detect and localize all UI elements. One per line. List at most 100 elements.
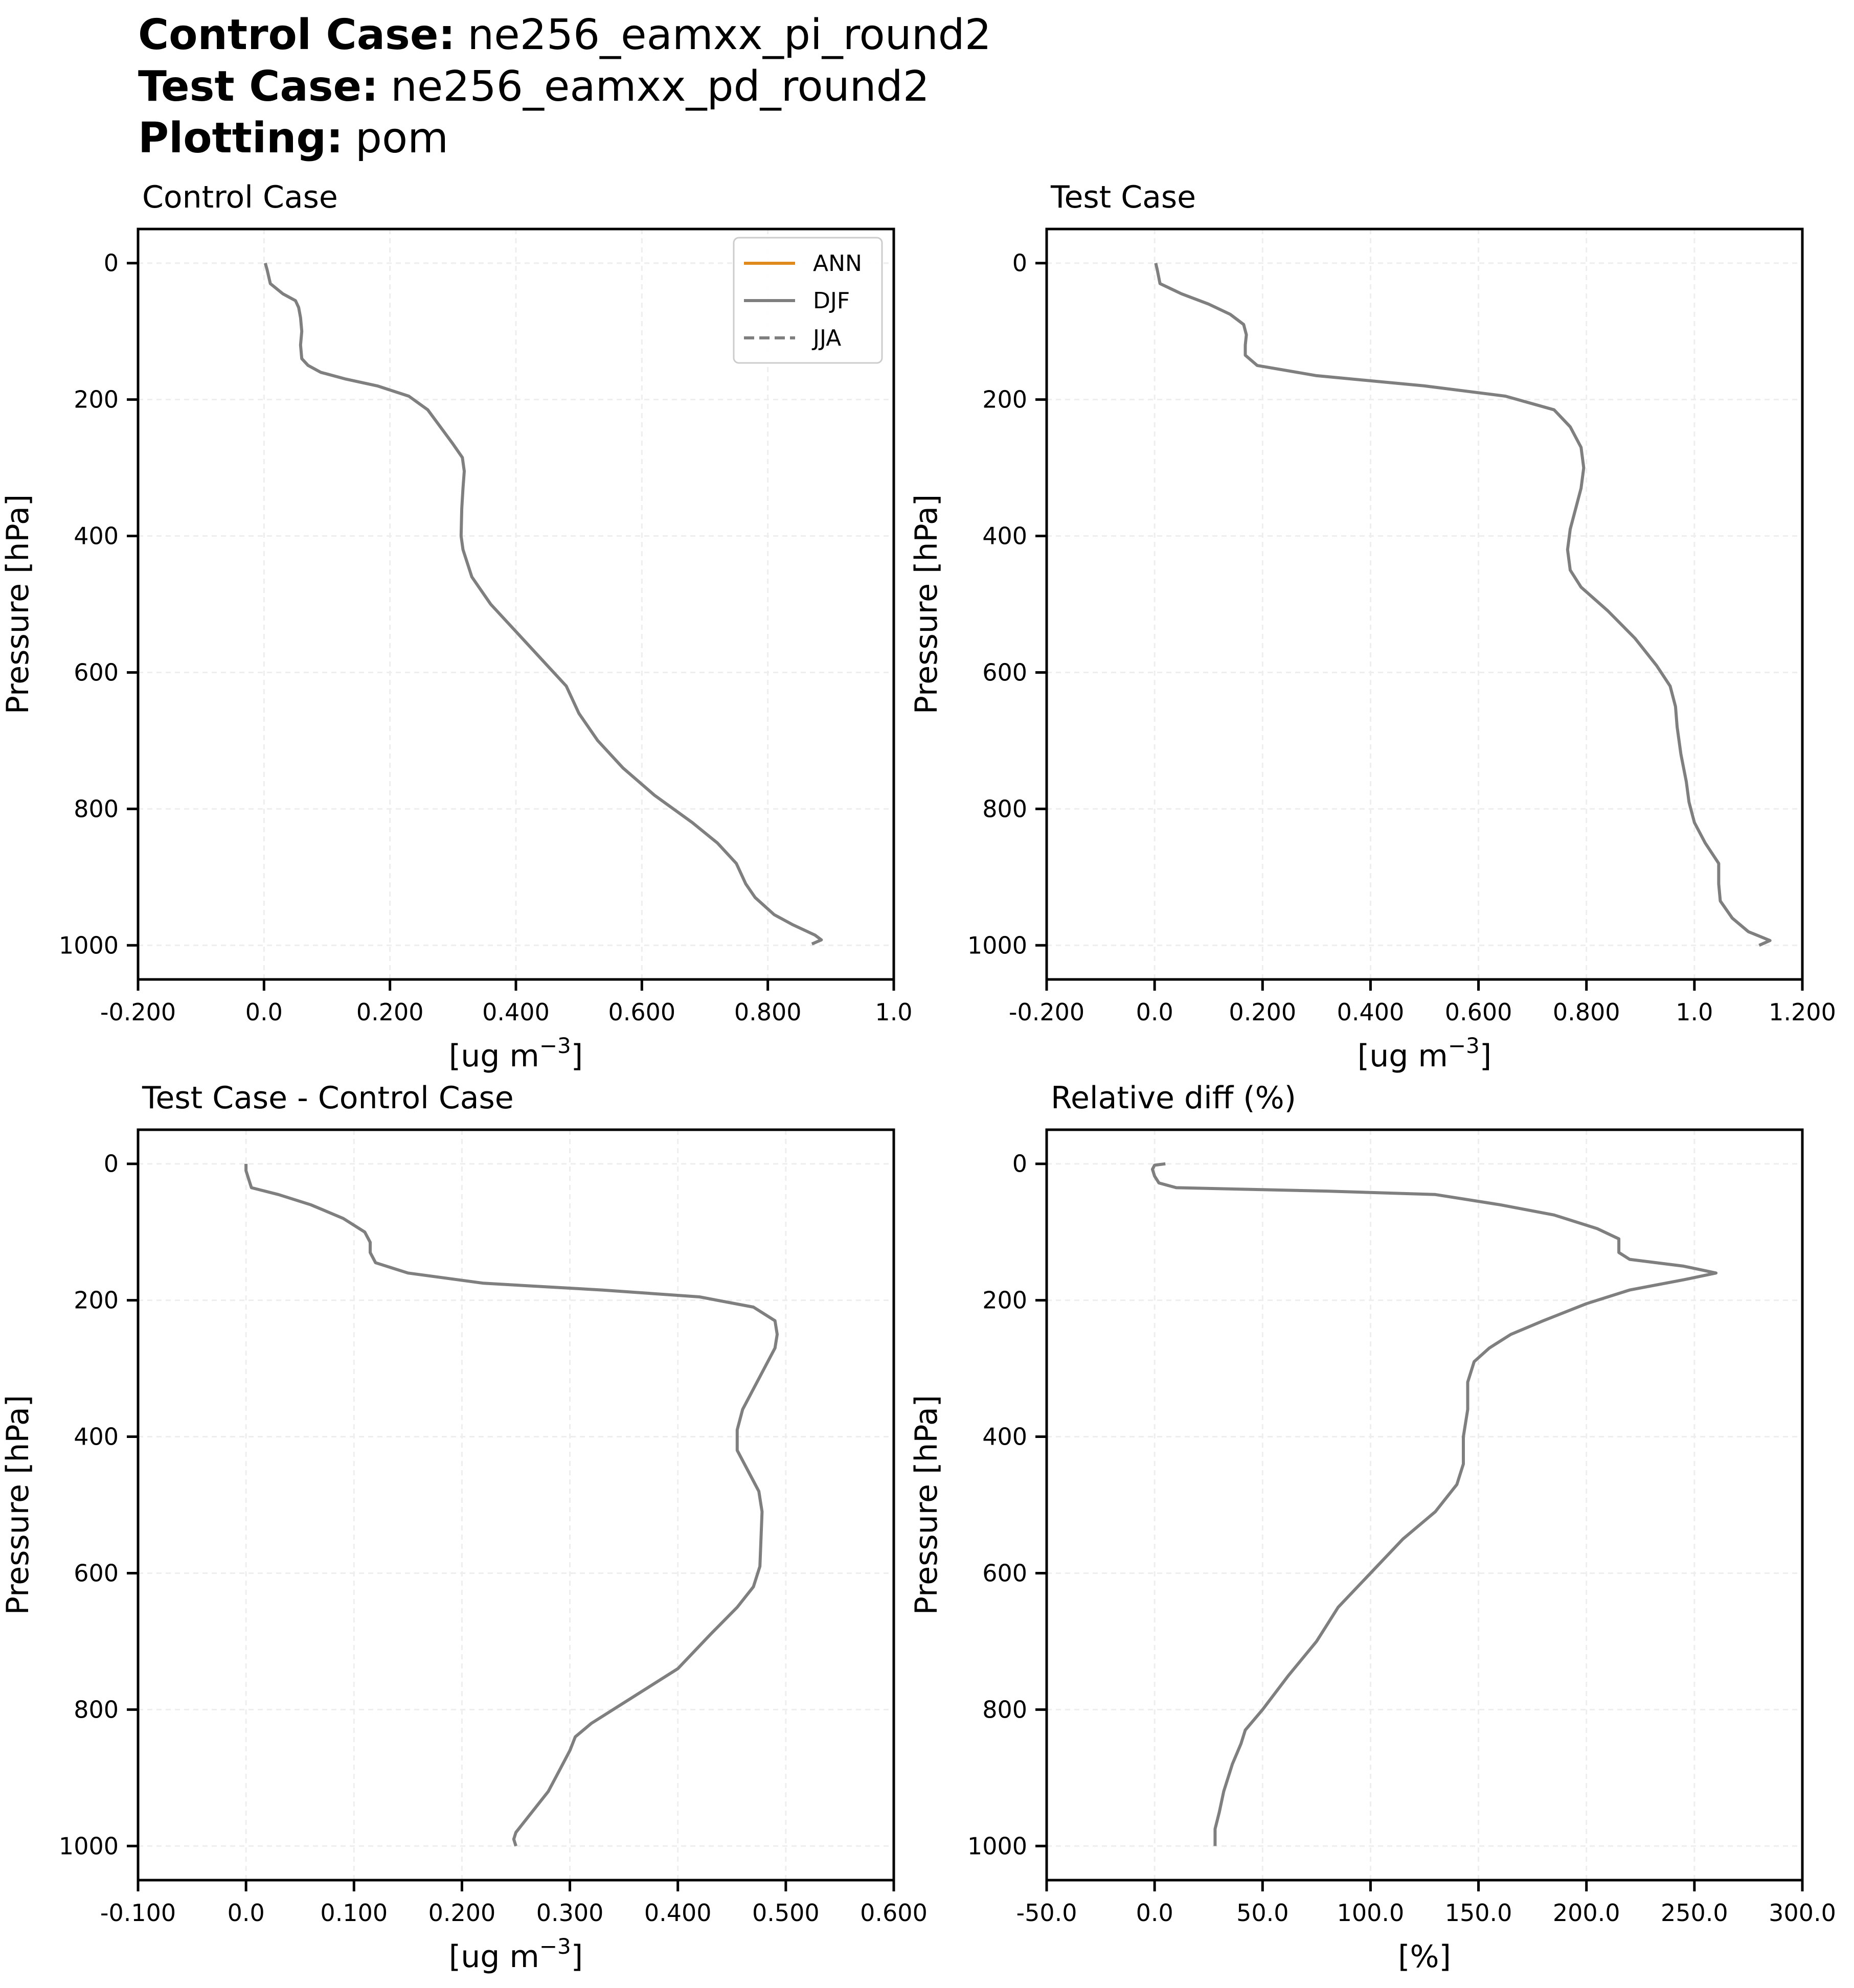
- x-tick-label: 0.0: [1136, 1899, 1173, 1927]
- x-tick-label: 0.0: [1136, 998, 1173, 1026]
- figure-header: Control Case: ne256_eamxx_pi_round2 Test …: [138, 9, 991, 164]
- y-tick-label: 400: [982, 1423, 1027, 1451]
- header-colon: :: [361, 62, 378, 111]
- x-tick-label: 0.0: [228, 1899, 265, 1927]
- x-tick-label: 300.0: [1769, 1899, 1836, 1927]
- y-axis-label: Pressure [hPa]: [909, 1395, 944, 1615]
- y-tick-label: 1000: [59, 1832, 119, 1860]
- series-line-djf: [1154, 263, 1772, 947]
- header-key: Test Case: [138, 62, 362, 111]
- x-tick-label: -0.100: [100, 1899, 176, 1927]
- x-tick-label: 0.600: [608, 998, 675, 1026]
- x-tick-label: 0.200: [356, 998, 424, 1026]
- x-tick-label: 0.100: [320, 1899, 388, 1927]
- panel-title: Test Case - Control Case: [142, 1080, 514, 1116]
- x-tick-label: -50.0: [1016, 1899, 1077, 1927]
- series-line-djf: [263, 262, 823, 946]
- y-tick-label: 200: [74, 1287, 119, 1314]
- x-axis-label-text: [ug m: [449, 1038, 539, 1074]
- y-tick-label: 800: [982, 795, 1027, 822]
- header-colon: :: [438, 11, 456, 59]
- header-key: Plotting: [138, 114, 327, 163]
- x-tick-label: 0.800: [1553, 998, 1620, 1026]
- y-axis-label: Pressure [hPa]: [909, 494, 944, 714]
- panel-title: Test Case: [1050, 179, 1196, 215]
- x-axis-label: [%]: [1398, 1939, 1451, 1975]
- x-tick-label: 200.0: [1553, 1899, 1620, 1927]
- x-axis-label: [ug m−3]: [449, 1033, 583, 1074]
- series-line-djf: [244, 1163, 779, 1847]
- x-axis-label: [ug m−3]: [449, 1934, 583, 1975]
- x-tick-label: 250.0: [1661, 1899, 1728, 1927]
- x-tick-label: 0.500: [752, 1899, 820, 1927]
- y-tick-label: 800: [982, 1696, 1027, 1723]
- x-axis-label: [ug m−3]: [1358, 1033, 1491, 1074]
- header-row-control: Control Case: ne256_eamxx_pi_round2: [138, 9, 991, 61]
- panel-3: -0.100 0.0 0.100 0.200 0.300 0.400 0.500 0.600 0…: [0, 1080, 928, 1975]
- y-axis-label: Pressure [hPa]: [0, 1395, 36, 1615]
- panel-title: Control Case: [142, 179, 338, 215]
- legend-label-jja: JJA: [811, 325, 841, 351]
- panel-2: -0.200 0.0 0.200 0.400 0.600 0.800 1.0 1.200 0 20…: [909, 179, 1836, 1074]
- x-axis-label-close: ]: [1480, 1038, 1491, 1074]
- x-tick-label: 0.400: [482, 998, 550, 1026]
- y-axis-label: Pressure [hPa]: [0, 494, 36, 714]
- header-row-test: Test Case: ne256_eamxx_pd_round2: [138, 61, 991, 112]
- x-axis-label-text: [ug m: [449, 1939, 539, 1975]
- y-tick-label: 800: [74, 1696, 119, 1723]
- y-tick-label: 400: [74, 1423, 119, 1451]
- x-tick-label: 1.0: [875, 998, 912, 1026]
- x-tick-label: -0.200: [1009, 998, 1084, 1026]
- x-axis-label-text: [ug m: [1358, 1038, 1448, 1074]
- x-tick-label: 150.0: [1445, 1899, 1512, 1927]
- x-tick-label: 0.300: [536, 1899, 604, 1927]
- x-tick-label: 0.600: [1445, 998, 1512, 1026]
- y-tick-label: 0: [1012, 249, 1027, 277]
- y-tick-label: 600: [982, 658, 1027, 686]
- y-tick-label: 800: [74, 795, 119, 822]
- plotting-variable: pom: [355, 114, 449, 163]
- x-axis-label-close: ]: [571, 1939, 583, 1975]
- x-tick-label: 0.600: [860, 1899, 928, 1927]
- x-axis-label-exponent: −3: [1448, 1033, 1480, 1058]
- y-tick-label: 400: [74, 522, 119, 550]
- x-tick-label: 0.200: [428, 1899, 496, 1927]
- x-axis-label-exponent: −3: [539, 1934, 571, 1959]
- x-axis-label-exponent: −3: [539, 1033, 571, 1058]
- y-tick-label: 0: [104, 1150, 119, 1178]
- plot-frame: [137, 1128, 895, 1882]
- x-tick-label: 0.400: [644, 1899, 712, 1927]
- y-tick-label: 0: [104, 249, 119, 277]
- plot-frame: [1045, 1128, 1804, 1882]
- y-tick-label: 1000: [967, 1832, 1027, 1860]
- panel-title: Relative diff (%): [1051, 1080, 1296, 1116]
- legend-label-djf: DJF: [813, 288, 850, 314]
- x-axis-label-text: [%]: [1398, 1939, 1451, 1975]
- x-tick-label: 0.200: [1229, 998, 1296, 1026]
- header-key: Control Case: [138, 11, 439, 59]
- header-colon: :: [326, 114, 343, 163]
- header-row-plotting: Plotting: pom: [138, 112, 991, 164]
- y-tick-label: 400: [982, 522, 1027, 550]
- x-tick-label: 100.0: [1337, 1899, 1405, 1927]
- x-tick-label: -0.200: [100, 998, 176, 1026]
- x-tick-label: 50.0: [1236, 1899, 1288, 1927]
- y-tick-label: 600: [982, 1559, 1027, 1587]
- legend-box: [733, 237, 883, 364]
- y-tick-label: 0: [1012, 1150, 1027, 1178]
- x-tick-label: 0.800: [734, 998, 802, 1026]
- y-tick-label: 600: [74, 658, 119, 686]
- panel-1: -0.200 0.0 0.200 0.400 0.600 0.800 1.0 0 200 400 6…: [0, 179, 913, 1074]
- test-case-name: ne256_eamxx_pd_round2: [390, 62, 930, 111]
- x-axis-label-close: ]: [571, 1038, 583, 1074]
- control-case-name: ne256_eamxx_pi_round2: [467, 11, 991, 59]
- x-tick-label: 0.0: [245, 998, 283, 1026]
- panel-4: -50.0 0.0 50.0 100.0 150.0 200.0 250.0 300.0 0 20…: [909, 1080, 1836, 1975]
- series-line-djf: [1150, 1162, 1718, 1846]
- legend-label-ann: ANN: [813, 250, 862, 277]
- x-tick-label: 0.400: [1337, 998, 1405, 1026]
- y-tick-label: 600: [74, 1559, 119, 1587]
- y-tick-label: 1000: [967, 931, 1027, 959]
- y-tick-label: 200: [982, 386, 1027, 414]
